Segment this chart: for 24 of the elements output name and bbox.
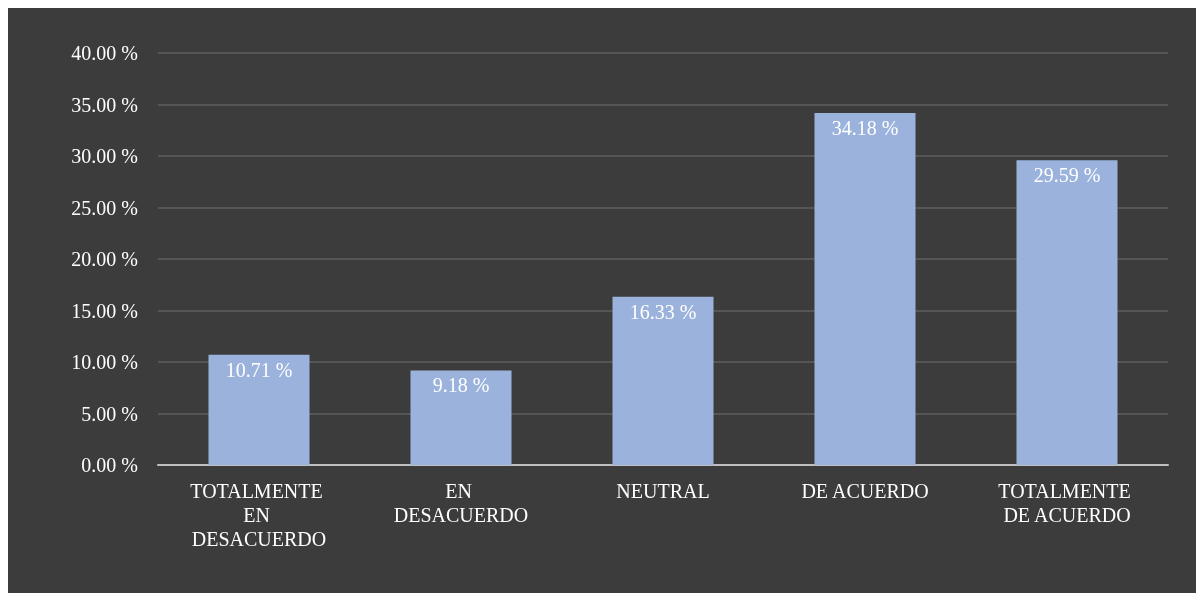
- bar: [612, 296, 714, 465]
- x-tick-label: DE ACUERDO: [801, 480, 929, 502]
- data-label: 9.18 %: [432, 374, 490, 397]
- data-label: 34.18 %: [831, 116, 899, 139]
- data-label: 29.59 %: [1033, 164, 1101, 187]
- y-tick-label: 40.00 %: [71, 42, 138, 64]
- y-tick-label: 35.00 %: [71, 93, 138, 116]
- y-tick-label: 5.00 %: [81, 402, 138, 425]
- y-tick-label: 25.00 %: [71, 196, 138, 219]
- bar: [410, 370, 512, 465]
- bar: [208, 354, 310, 465]
- y-tick-label: 15.00 %: [71, 299, 138, 322]
- y-tick-label: 10.00 %: [71, 351, 138, 373]
- y-tick-label: 20.00 %: [71, 248, 138, 270]
- x-tick-label: TOTALMENTE EN DESACUERDO: [190, 480, 328, 550]
- y-tick-label: 30.00 %: [71, 145, 138, 167]
- data-label: 16.33 %: [629, 300, 697, 323]
- bar: [814, 112, 916, 465]
- y-tick-label: 0.00 %: [81, 454, 138, 476]
- bar: [1016, 160, 1118, 465]
- data-label: 10.71 %: [225, 358, 293, 381]
- x-tick-label: EN DESACUERDO: [393, 480, 529, 526]
- x-tick-label: NEUTRAL: [616, 480, 710, 502]
- x-tick-label: TOTALMENTE DE ACUERDO: [998, 480, 1136, 526]
